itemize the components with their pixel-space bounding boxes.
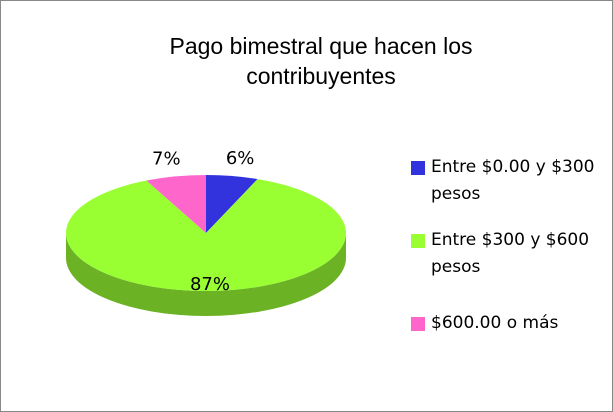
slice — [206, 175, 258, 233]
legend-item: Entre $0.00 y $300 pesos — [411, 154, 601, 208]
chart-title: Pago bimestral que hacen los contribuyen… — [169, 33, 473, 89]
data-label: 6% — [226, 148, 255, 169]
data-label: 7% — [152, 148, 181, 169]
slice — [146, 175, 206, 233]
legend-label: $600.00 o más — [431, 313, 559, 333]
legend-item: Entre $300 y $600 pesos — [411, 227, 601, 281]
slice — [66, 179, 347, 292]
legend-swatch — [411, 234, 425, 248]
legend-swatch — [411, 317, 425, 331]
legend-swatch — [411, 161, 425, 175]
data-label: 87% — [190, 274, 230, 295]
legend-label: Entre $300 y $600 pesos — [431, 230, 590, 277]
slice-side — [66, 233, 346, 316]
legend-item: $600.00 o más — [411, 310, 601, 337]
legend-label: Entre $0.00 y $300 pesos — [431, 157, 595, 204]
